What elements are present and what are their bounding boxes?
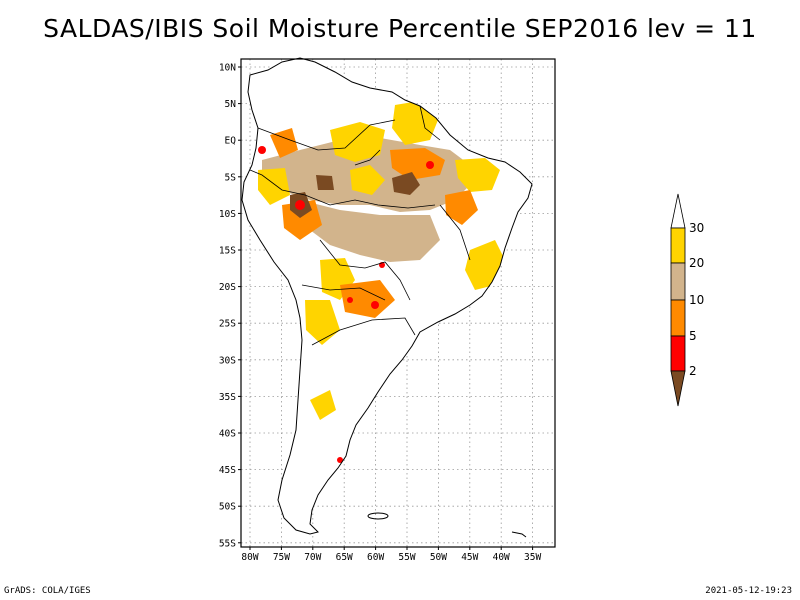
shade-orange-amazon (390, 148, 445, 180)
shade-brown-1 (392, 172, 420, 195)
colorbar-label: 2 (689, 364, 697, 378)
lat-label: EQ (225, 136, 237, 147)
latitude-axis: 10N 5N EQ 5S 10S 15S 20S 25S 30S 35S 40S 45S 50S 55S (219, 63, 241, 549)
map-frame (240, 58, 556, 548)
falkland-islands (367, 512, 389, 520)
shade-yellow-patch1 (350, 165, 385, 195)
shade-orange-ne2 (445, 190, 478, 225)
lon-label: 75W (273, 552, 290, 563)
lon-label: 50W (430, 552, 447, 563)
shade-red-5 (347, 297, 353, 303)
lat-label: 30S (219, 355, 236, 366)
lon-label: 80W (241, 552, 258, 563)
lon-label: 70W (304, 552, 321, 563)
colorbar-seg-10-20 (670, 262, 686, 301)
lat-label: 50S (219, 502, 236, 513)
footer-credit: GrADS: COLA/IGES (4, 586, 91, 596)
lat-label: 15S (219, 246, 236, 257)
lat-label: 10N (219, 63, 236, 74)
lat-label: 55S (219, 538, 236, 549)
shade-red-3 (371, 301, 379, 309)
colorbar-seg-below-2 (670, 370, 686, 407)
colorbar: 2 5 10 20 30 (670, 193, 704, 407)
lat-label: 35S (219, 392, 236, 403)
colorbar-seg-2-5 (670, 335, 686, 372)
colorbar-label: 20 (689, 256, 704, 270)
shade-red-2 (426, 161, 434, 169)
lat-label: 10S (219, 209, 236, 220)
colorbar-label: 10 (689, 293, 704, 307)
coastline (241, 57, 533, 535)
south-georgia (511, 531, 527, 538)
shade-orange-chaco (340, 280, 395, 318)
colorbar-label: 30 (689, 221, 704, 235)
shade-red-4 (258, 146, 266, 154)
footer-timestamp: 2021-05-12-19:23 (705, 586, 792, 596)
lat-label: 25S (219, 319, 236, 330)
lat-label: 5S (225, 172, 237, 183)
colorbar-seg-5-10 (670, 299, 686, 337)
country-borders (249, 105, 471, 346)
colorbar-seg-20-30 (670, 227, 686, 264)
lon-label: 40W (493, 552, 510, 563)
shade-yellow-northeast (455, 158, 500, 192)
lat-label: 40S (219, 429, 236, 440)
lat-label: 45S (219, 465, 236, 476)
shade-yellow-peru (258, 168, 290, 205)
lon-label: 65W (336, 552, 353, 563)
lat-label: 5N (225, 99, 237, 110)
colorbar-seg-above-30 (670, 193, 686, 229)
shade-yellow-north (330, 122, 385, 162)
colorbar-label: 5 (689, 329, 697, 343)
lon-label: 45W (461, 552, 478, 563)
map-title: SALDAS/IBIS Soil Moisture Percentile SEP… (43, 14, 757, 43)
shade-yellow-argentina-n (305, 300, 340, 345)
shade-tan-central (300, 200, 440, 262)
shade-yellow-south (310, 390, 336, 420)
lat-label: 20S (219, 282, 236, 293)
lon-label: 60W (367, 552, 384, 563)
longitude-axis: 80W 75W 70W 65W 60W 55W 50W 45W 40W 35W (241, 547, 541, 563)
shade-red-1 (295, 200, 305, 210)
lon-label: 35W (524, 552, 541, 563)
shade-red-8 (337, 457, 343, 463)
shade-brown-3 (316, 175, 334, 190)
lon-label: 55W (398, 552, 415, 563)
